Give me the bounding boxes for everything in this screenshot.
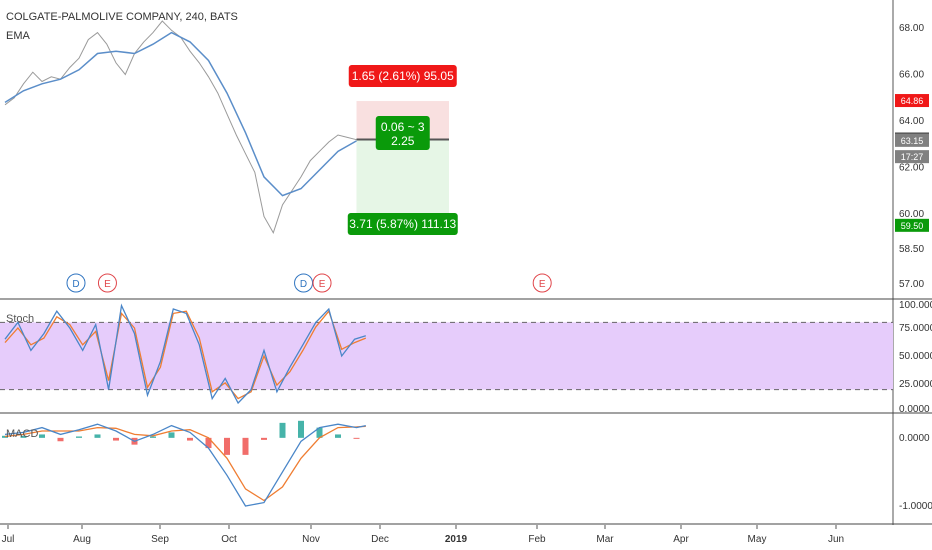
svg-text:D: D (300, 279, 307, 290)
take-profit-label[interactable]: 3.71 (5.87%) 111.13 (347, 213, 458, 235)
price-tag[interactable]: 63.15 (895, 133, 929, 147)
dividend-marker[interactable]: D (66, 273, 86, 293)
macd-histogram-bar (187, 437, 193, 441)
svg-text:64.86: 64.86 (901, 96, 924, 106)
time-tick-label: Dec (371, 534, 389, 545)
svg-text:17:27: 17:27 (901, 152, 924, 162)
stop-loss-label[interactable]: 1.65 (2.61%) 95.05 (348, 65, 457, 87)
price-tick-label: 57.00 (899, 279, 924, 290)
macd-tick-label: 0.0000 (899, 433, 930, 444)
macd-histogram-bar (39, 434, 45, 438)
time-tick-label: Sep (151, 534, 169, 545)
svg-text:59.50: 59.50 (901, 221, 924, 231)
macd-histogram-bar (205, 437, 212, 449)
price-tick-label: 58.50 (899, 244, 924, 255)
macd-histogram-bar (335, 434, 341, 438)
time-tick-label: Jul (2, 534, 15, 545)
dividend-marker[interactable]: D (294, 273, 314, 293)
price-tick-label: 62.00 (899, 163, 924, 174)
chart-title[interactable]: COLGATE-PALMOLIVE COMPANY, 240, BATS (6, 11, 238, 23)
svg-text:3.71 (5.87%) 111.13: 3.71 (5.87%) 111.13 (349, 217, 456, 231)
price-tick-label: 66.00 (899, 70, 924, 81)
macd-histogram-bar (224, 437, 230, 455)
svg-text:E: E (104, 279, 111, 290)
macd-histogram-bar (353, 437, 360, 439)
stoch-tick-label: 50.0000 (899, 351, 932, 362)
macd-histogram-bar (168, 432, 175, 438)
time-tick-label: Nov (302, 534, 320, 545)
macd-histogram-bar (298, 420, 304, 438)
earnings-marker[interactable]: E (312, 273, 332, 293)
time-tick-label: May (748, 534, 767, 545)
svg-text:63.15: 63.15 (901, 136, 924, 146)
take-profit-zone[interactable] (356, 139, 450, 226)
stoch-tick-label: 75.0000 (899, 323, 932, 334)
macd-histogram-bar (113, 437, 119, 441)
time-tick-label: Feb (528, 534, 546, 545)
time-tick-label: 2019 (445, 534, 468, 545)
ema-line (4, 31, 357, 197)
svg-text:E: E (319, 279, 326, 290)
stoch-tick-label: 100.0000 (899, 300, 932, 311)
macd-histogram-bar (20, 435, 27, 438)
svg-text:E: E (539, 279, 546, 290)
risk-reward-label[interactable]: 0.06 ~ 32.25 (375, 116, 430, 150)
stoch-label[interactable]: Stoch (6, 313, 34, 325)
time-tick-label: Mar (596, 534, 614, 545)
price-tick-label: 60.00 (899, 209, 924, 220)
price-tick-label: 64.00 (899, 116, 924, 127)
price-tag[interactable]: 59.50 (895, 218, 929, 232)
time-tick-label: Jun (828, 534, 844, 545)
svg-text:D: D (72, 279, 79, 290)
earnings-marker[interactable]: E (97, 273, 117, 293)
macd-signal-line (4, 425, 366, 502)
stoch-tick-label: 25.0000 (899, 379, 932, 390)
stoch-band (0, 322, 893, 390)
macd-histogram-bar (316, 427, 323, 438)
earnings-marker[interactable]: E (532, 273, 552, 293)
macd-histogram-bar (279, 422, 286, 438)
svg-text:0.06 ~ 3: 0.06 ~ 3 (381, 120, 425, 134)
svg-text:1.65 (2.61%) 95.05: 1.65 (2.61%) 95.05 (352, 69, 454, 83)
svg-text:2.25: 2.25 (391, 134, 415, 148)
price-tick-label: 68.00 (899, 23, 924, 34)
macd-histogram-bar (76, 436, 82, 438)
macd-line (4, 423, 366, 507)
macd-histogram-bar (57, 437, 64, 442)
macd-histogram-bar (94, 434, 101, 438)
macd-tick-label: -1.0000 (899, 501, 932, 512)
time-tick-label: Aug (73, 534, 91, 545)
time-tick-label: Apr (673, 534, 689, 545)
stoch-tick-label: 0.0000 (899, 404, 930, 415)
ema-label[interactable]: EMA (6, 30, 31, 42)
price-tag[interactable]: 64.86 (895, 94, 929, 108)
macd-label[interactable]: MACD (6, 428, 38, 440)
macd-histogram-bar (242, 437, 249, 455)
macd-histogram-bar (2, 435, 8, 438)
macd-histogram-bar (150, 436, 156, 438)
macd-histogram-bar (261, 437, 267, 440)
time-tick-label: Oct (221, 534, 237, 545)
price-tag[interactable]: 17:27 (895, 150, 929, 164)
stoch-k-line (4, 303, 366, 405)
price-line (4, 20, 357, 235)
